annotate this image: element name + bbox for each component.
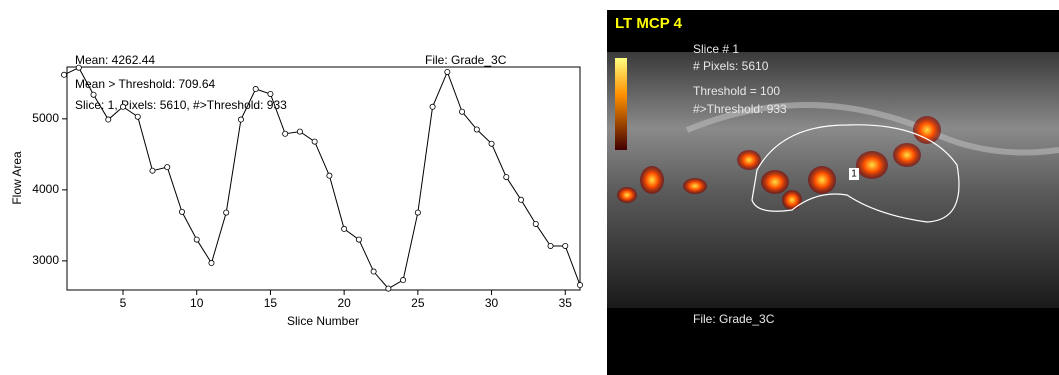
data-point	[61, 72, 66, 77]
data-point	[150, 168, 155, 173]
data-point	[120, 104, 125, 109]
data-point	[474, 127, 479, 132]
data-point	[459, 109, 464, 114]
data-point	[268, 91, 273, 96]
data-point	[165, 165, 170, 170]
data-point	[283, 131, 288, 136]
data-point	[430, 104, 435, 109]
annotation: Slice: 1, Pixels: 5610, #>Threshold: 933	[75, 98, 287, 112]
x-tick-label: 15	[264, 296, 278, 310]
data-point	[106, 117, 111, 122]
data-point	[238, 117, 243, 122]
x-tick-label: 10	[190, 296, 204, 310]
x-tick-label: 30	[485, 296, 499, 310]
annotation: Mean: 4262.44	[75, 53, 155, 67]
overlay-text: Slice # 1	[693, 42, 739, 56]
overlay-text: Threshold = 100	[693, 84, 780, 98]
x-tick-label: 25	[411, 296, 425, 310]
data-point	[312, 139, 317, 144]
x-tick-label: 5	[120, 296, 127, 310]
chart: Mean: 4262.44 File: Grade_3C Mean > Thre…	[0, 0, 600, 375]
overlay-text: #>Threshold: 933	[693, 102, 787, 116]
data-point	[504, 174, 509, 179]
data-point	[91, 92, 96, 97]
y-tick-label: 5000	[32, 111, 59, 125]
y-tick-label: 4000	[32, 182, 59, 196]
x-tick-label: 20	[337, 296, 351, 310]
ultrasound-image: 1 LT MCP 4 Slice # 1 # Pixels: 5610 Thre…	[607, 10, 1059, 375]
y-axis-label: Flow Area	[10, 151, 24, 205]
data-point	[297, 129, 302, 134]
data-point	[371, 269, 376, 274]
annotation: File: Grade_3C	[425, 53, 507, 67]
y-tick-label: 3000	[32, 253, 59, 267]
data-point	[548, 243, 553, 248]
data-point	[327, 173, 332, 178]
data-point	[415, 210, 420, 215]
image-title: LT MCP 4	[615, 15, 683, 32]
data-point	[401, 277, 406, 282]
data-point	[489, 141, 494, 146]
data-point	[563, 243, 568, 248]
data-point	[342, 226, 347, 231]
data-point	[76, 65, 81, 70]
data-point	[224, 210, 229, 215]
data-point	[533, 221, 538, 226]
figure: Mean: 4262.44 File: Grade_3C Mean > Thre…	[0, 0, 1059, 375]
data-point	[356, 237, 361, 242]
data-point	[209, 260, 214, 265]
overlay-text: # Pixels: 5610	[693, 59, 769, 73]
data-point	[179, 209, 184, 214]
data-point	[253, 86, 258, 91]
annotation: Mean > Threshold: 709.64	[75, 77, 216, 91]
x-tick-label: 35	[559, 296, 573, 310]
color-scale	[615, 58, 627, 150]
data-point	[135, 114, 140, 119]
roi-label: 1	[851, 169, 857, 180]
data-point	[518, 197, 523, 202]
data-point	[194, 237, 199, 242]
data-point	[577, 282, 582, 287]
x-axis-label: Slice Number	[287, 314, 359, 328]
data-point	[445, 69, 450, 74]
data-point	[386, 286, 391, 291]
file-label: File: Grade_3C	[693, 312, 775, 326]
